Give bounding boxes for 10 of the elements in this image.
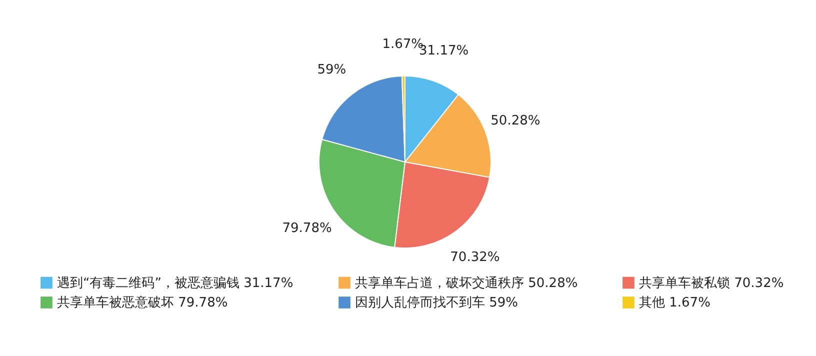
data-label: 70.32% — [450, 250, 500, 266]
legend-label: 共享单车占道，破坏交通秩序 50.28% — [355, 274, 578, 291]
data-label: 50.28% — [490, 113, 540, 128]
data-label: 59% — [317, 62, 346, 78]
data-label: 79.78% — [282, 220, 332, 236]
legend-label: 共享单车被恶意破坏 79.78% — [57, 294, 228, 310]
legend-label: 遇到“有毒二维码”，被恶意骗钱 31.17% — [57, 276, 294, 291]
legend-label: 因别人乱停而找不到车 59% — [355, 296, 518, 310]
legend-label: 其他 1.67% — [639, 296, 710, 310]
legend-label: 共享单车被私锁 70.32% — [639, 274, 784, 291]
